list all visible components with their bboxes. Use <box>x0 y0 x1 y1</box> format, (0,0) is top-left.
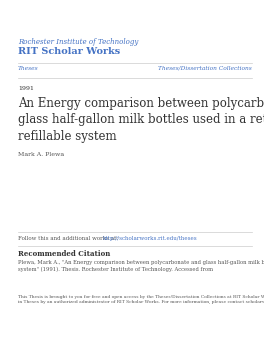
Text: Theses/Dissertation Collections: Theses/Dissertation Collections <box>158 66 252 71</box>
Text: Theses: Theses <box>18 66 39 71</box>
Text: Plewa, Mark A., "An Energy comparison between polycarbonate and glass half-gallo: Plewa, Mark A., "An Energy comparison be… <box>18 260 264 272</box>
Text: This Thesis is brought to you for free and open access by the Theses/Dissertatio: This Thesis is brought to you for free a… <box>18 295 264 304</box>
Text: Recommended Citation: Recommended Citation <box>18 250 110 258</box>
Text: 1991: 1991 <box>18 86 34 91</box>
Text: RIT Scholar Works: RIT Scholar Works <box>18 47 120 56</box>
Text: http://scholarworks.rit.edu/theses: http://scholarworks.rit.edu/theses <box>103 236 198 241</box>
Text: An Energy comparison between polycarbonate and
glass half-gallon milk bottles us: An Energy comparison between polycarbona… <box>18 97 264 143</box>
Text: Follow this and additional works at:: Follow this and additional works at: <box>18 236 120 241</box>
Text: Rochester Institute of Technology: Rochester Institute of Technology <box>18 38 138 46</box>
Text: Mark A. Plewa: Mark A. Plewa <box>18 152 64 157</box>
